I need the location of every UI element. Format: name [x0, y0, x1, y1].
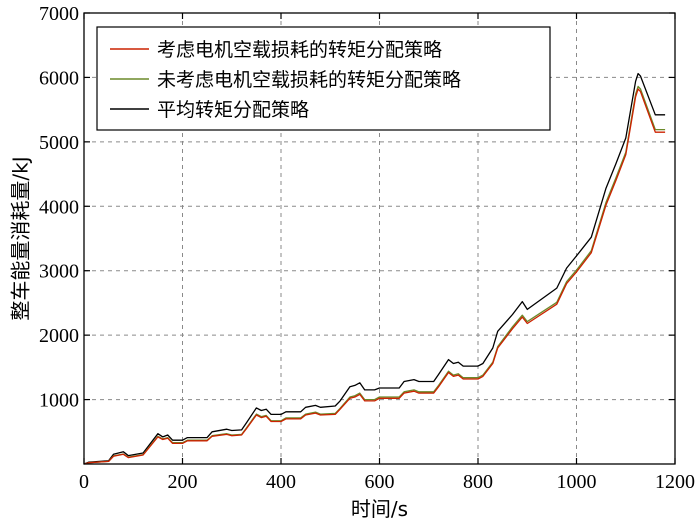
y-tick-label: 1000 [39, 390, 79, 412]
y-tick-label: 5000 [39, 132, 79, 154]
y-tick-label: 3000 [39, 261, 79, 283]
x-tick-label: 0 [79, 471, 89, 493]
x-tick-label: 1000 [557, 471, 597, 493]
legend-box [96, 26, 551, 131]
y-tick-label: 6000 [39, 67, 79, 89]
series-line [83, 88, 666, 465]
legend-label: 平均转矩分配策略 [157, 99, 309, 121]
y-axis-title: 整车能量消耗量/kJ [9, 156, 33, 320]
legend-label: 考虑电机空载损耗的转矩分配策略 [157, 39, 442, 61]
legend-label: 未考虑电机空载损耗的转矩分配策略 [157, 69, 461, 91]
x-axis-title: 时间/s [351, 497, 408, 521]
series-line [83, 85, 666, 465]
y-tick-label: 7000 [39, 3, 79, 25]
x-tick-label: 800 [463, 471, 493, 493]
y-tick-label: 4000 [39, 196, 79, 218]
y-tick-label: 2000 [39, 325, 79, 347]
x-tick-label: 200 [168, 471, 198, 493]
x-tick-label: 400 [266, 471, 296, 493]
series-lines [83, 72, 666, 465]
series-line [83, 72, 666, 465]
x-tick-label: 1200 [655, 471, 695, 493]
x-tick-label: 600 [365, 471, 395, 493]
ticks: 0 200 400 600 800 1000 1200 1000 2000 3000 4000 500… [39, 3, 695, 493]
